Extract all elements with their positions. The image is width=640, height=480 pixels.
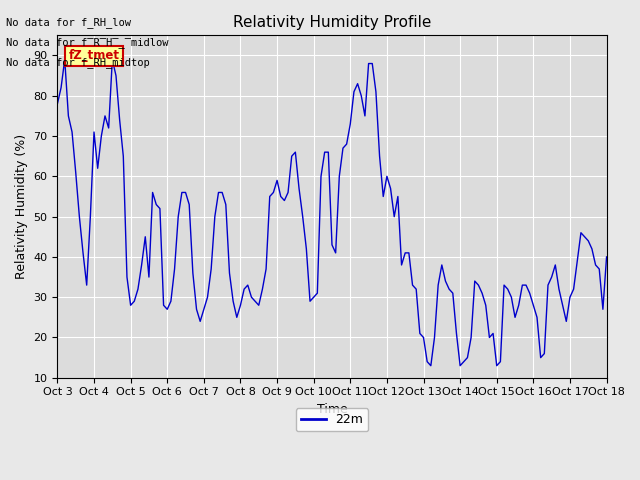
Text: fZ_tmet: fZ_tmet: [68, 49, 120, 62]
Title: Relativity Humidity Profile: Relativity Humidity Profile: [233, 15, 431, 30]
Text: No data for f_RH_midtop: No data for f_RH_midtop: [6, 57, 150, 68]
Text: No data for f_RH_low: No data for f_RH_low: [6, 17, 131, 28]
Legend: 22m: 22m: [296, 408, 369, 432]
Text: No data for f̅R̅H̅_̅midlow: No data for f̅R̅H̅_̅midlow: [6, 37, 169, 48]
X-axis label: Time: Time: [317, 403, 348, 416]
Y-axis label: Relativity Humidity (%): Relativity Humidity (%): [15, 134, 28, 279]
